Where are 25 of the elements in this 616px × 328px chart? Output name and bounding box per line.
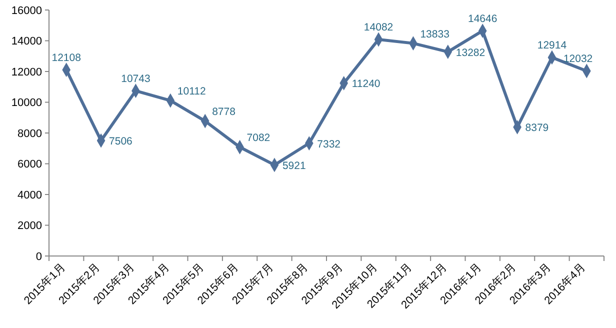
y-tick-label: 0 [36, 250, 42, 263]
data-label: 11240 [352, 78, 380, 90]
data-label: 12914 [537, 39, 567, 52]
data-label: 8778 [212, 106, 236, 118]
data-label: 8379 [525, 122, 549, 134]
y-tick-label: 14000 [11, 36, 42, 48]
y-tick-label: 4000 [18, 189, 42, 202]
data-label: 12108 [52, 52, 82, 64]
data-label: 10112 [177, 86, 206, 98]
data-label: 13833 [420, 28, 450, 40]
y-tick-label: 8000 [18, 128, 42, 140]
data-label: 13282 [456, 46, 486, 59]
data-label: 7332 [317, 138, 341, 150]
y-tick-label: 12000 [11, 66, 42, 78]
y-tick-label: 6000 [18, 158, 42, 171]
data-label: 10743 [121, 72, 150, 85]
data-label: 12032 [563, 53, 593, 66]
data-label: 14646 [468, 12, 498, 25]
y-tick-label: 16000 [11, 4, 42, 17]
data-label: 7506 [109, 136, 133, 148]
y-tick-label: 2000 [18, 220, 42, 232]
data-label: 5921 [282, 160, 306, 172]
y-tick-label: 10000 [11, 97, 42, 110]
data-label: 7082 [246, 132, 270, 144]
data-label: 14082 [364, 21, 394, 34]
